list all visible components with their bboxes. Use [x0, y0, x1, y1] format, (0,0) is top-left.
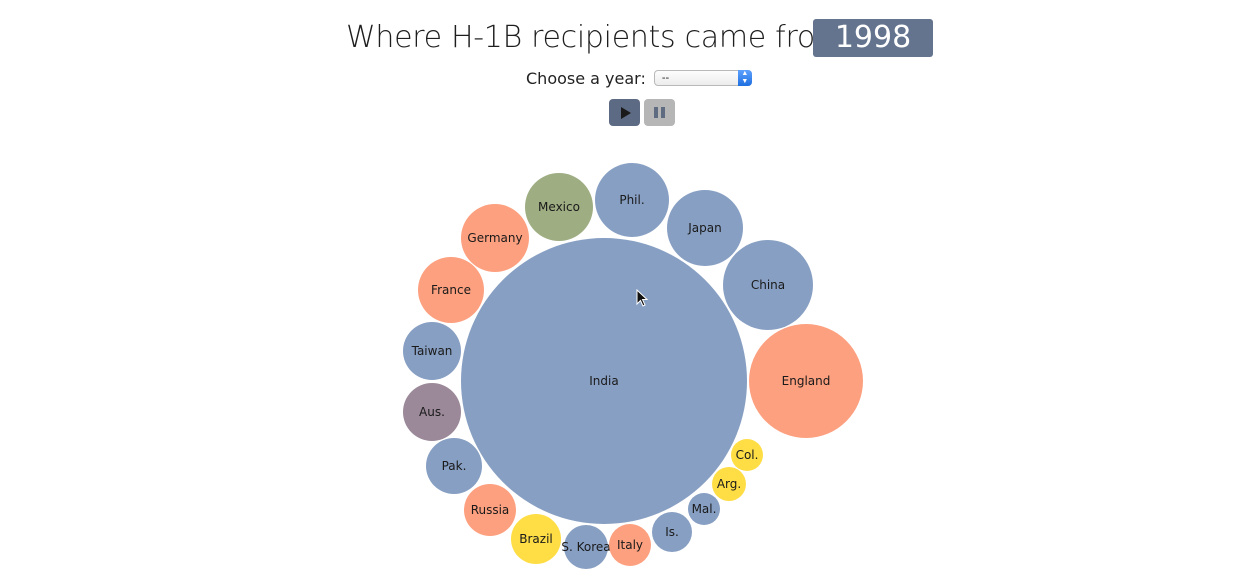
pause-icon	[654, 107, 665, 118]
bubble-label-germany: Germany	[467, 231, 522, 245]
year-badge: 1998	[813, 19, 933, 57]
bubble-circle-russia[interactable]	[464, 484, 516, 536]
header: Where H-1B recipients came from 1998	[0, 14, 1248, 60]
bubble-label-russia: Russia	[471, 503, 510, 517]
bubble-label-india: India	[589, 374, 618, 388]
bubble-circle-arg[interactable]	[712, 467, 746, 501]
bubble-france[interactable]: France	[418, 257, 484, 323]
bubble-circle-india[interactable]	[461, 238, 747, 524]
bubble-russia[interactable]: Russia	[464, 484, 516, 536]
bubble-china[interactable]: China	[723, 240, 813, 330]
bubble-label-france: France	[431, 283, 471, 297]
bubble-circle-col[interactable]	[731, 439, 763, 471]
bubble-label-arg: Arg.	[717, 477, 741, 491]
playback-controls	[609, 99, 675, 126]
bubble-circle-england[interactable]	[749, 324, 863, 438]
bubble-label-taiwan: Taiwan	[411, 344, 453, 358]
bubble-is[interactable]: Is.	[652, 512, 692, 552]
bubble-circle-china[interactable]	[723, 240, 813, 330]
bubble-label-italy: Italy	[617, 538, 643, 552]
bubble-label-brazil: Brazil	[519, 532, 553, 546]
bubble-japan[interactable]: Japan	[667, 190, 743, 266]
bubble-s-korea[interactable]: S. Korea	[561, 525, 611, 569]
bubble-circle-mexico[interactable]	[525, 173, 593, 241]
bubble-brazil[interactable]: Brazil	[511, 514, 561, 564]
bubble-circle-is[interactable]	[652, 512, 692, 552]
year-select[interactable]: -- ▲ ▼	[653, 70, 752, 86]
bubble-circle-s-korea[interactable]	[564, 525, 608, 569]
mouse-cursor-icon	[636, 289, 649, 307]
bubble-label-aus: Aus.	[419, 405, 445, 419]
bubble-label-is: Is.	[665, 525, 679, 539]
pause-button[interactable]	[644, 99, 675, 126]
page-title: Where H-1B recipients came from	[346, 20, 844, 55]
bubble-circle-pak[interactable]	[426, 438, 482, 494]
bubble-circle-phil[interactable]	[595, 163, 669, 237]
bubble-label-china: China	[751, 278, 785, 292]
year-select-value: --	[661, 72, 670, 84]
bubble-taiwan[interactable]: Taiwan	[403, 322, 461, 380]
bubble-circle-japan[interactable]	[667, 190, 743, 266]
bubble-label-col: Col.	[736, 448, 759, 462]
bubble-label-phil: Phil.	[619, 193, 644, 207]
select-arrows-icon: ▲ ▼	[737, 70, 752, 86]
bubble-aus[interactable]: Aus.	[403, 383, 461, 441]
year-chooser-label: Choose a year:	[526, 68, 646, 88]
bubble-circle-france[interactable]	[418, 257, 484, 323]
bubble-circle-aus[interactable]	[403, 383, 461, 441]
bubble-india[interactable]: India	[461, 238, 747, 524]
bubble-germany[interactable]: Germany	[461, 204, 529, 272]
bubble-label-s-korea: S. Korea	[561, 540, 610, 554]
bubble-label-mal: Mal.	[692, 502, 717, 516]
bubble-label-japan: Japan	[687, 221, 721, 235]
bubble-arg[interactable]: Arg.	[712, 467, 746, 501]
bubble-phil[interactable]: Phil.	[595, 163, 669, 237]
bubble-circle-mal[interactable]	[688, 493, 720, 525]
bubble-label-pak: Pak.	[442, 459, 467, 473]
year-chooser: Choose a year: -- ▲ ▼	[526, 68, 752, 88]
play-icon	[620, 106, 631, 119]
bubble-circle-brazil[interactable]	[511, 514, 561, 564]
bubble-england[interactable]: England	[749, 324, 863, 438]
bubble-label-mexico: Mexico	[538, 200, 580, 214]
bubble-label-england: England	[782, 374, 831, 388]
bubble-col[interactable]: Col.	[731, 439, 763, 471]
bubble-circle-germany[interactable]	[461, 204, 529, 272]
bubble-pak[interactable]: Pak.	[426, 438, 482, 494]
bubble-italy[interactable]: Italy	[609, 524, 651, 566]
play-button[interactable]	[609, 99, 640, 126]
bubble-mal[interactable]: Mal.	[688, 493, 720, 525]
bubble-mexico[interactable]: Mexico	[525, 173, 593, 241]
bubble-circle-taiwan[interactable]	[403, 322, 461, 380]
bubble-circle-italy[interactable]	[609, 524, 651, 566]
